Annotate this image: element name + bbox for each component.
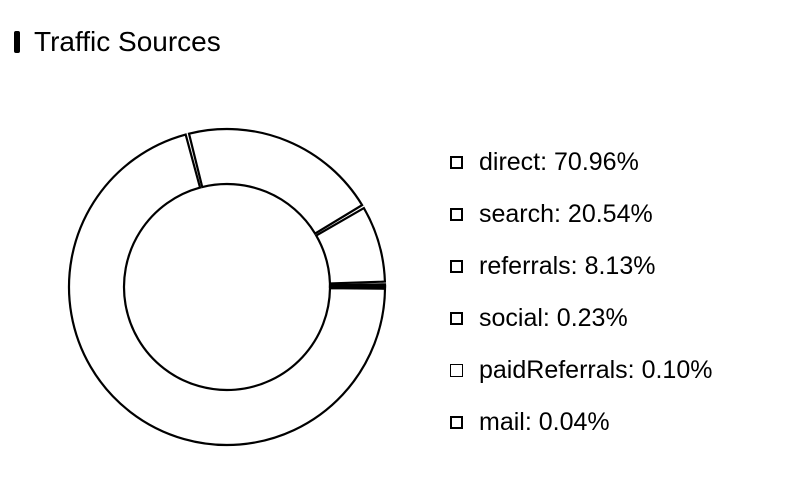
legend-swatch-mail [450,415,463,429]
legend-swatch-search [450,207,463,221]
header-accent-bar [14,31,20,53]
legend-label-paidReferrals: paidReferrals: 0.10% [479,355,713,384]
legend-swatch-social [450,311,463,325]
donut-slice-direct[interactable] [67,133,387,447]
legend-label-social: social: 0.23% [479,303,628,332]
legend-label-search: search: 20.54% [479,199,653,228]
legend-item-direct[interactable]: direct: 70.96% [450,136,790,188]
legend-item-paidReferrals[interactable]: paidReferrals: 0.10% [450,344,790,396]
donut-slice-search[interactable] [187,127,364,236]
legend-label-direct: direct: 70.96% [479,147,639,176]
legend-item-social[interactable]: social: 0.23% [450,292,790,344]
legend-item-mail[interactable]: mail: 0.04% [450,396,790,448]
chart-header: Traffic Sources [14,24,221,60]
chart-title: Traffic Sources [34,26,221,57]
legend-item-search[interactable]: search: 20.54% [450,188,790,240]
legend-swatch-direct [450,155,463,169]
donut-slice-referrals[interactable] [314,206,387,285]
legend-label-referrals: referrals: 8.13% [479,251,656,280]
legend-swatch-paidReferrals [450,363,463,377]
legend-swatch-referrals [450,259,463,273]
legend-item-referrals[interactable]: referrals: 8.13% [450,240,790,292]
legend-label-mail: mail: 0.04% [479,407,610,436]
chart-legend: direct: 70.96% search: 20.54% referrals:… [450,136,790,448]
